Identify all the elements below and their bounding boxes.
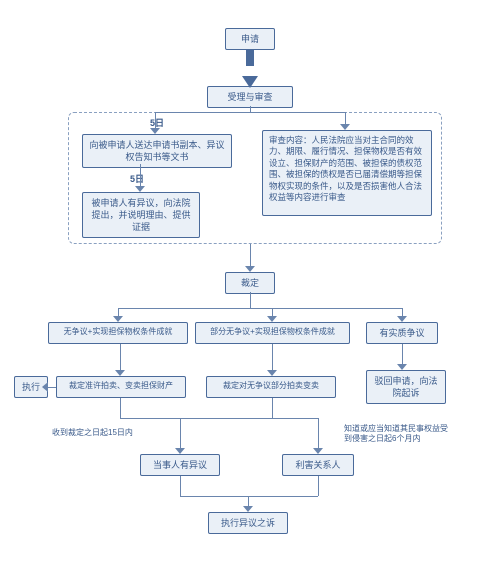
- node-objection: 被申请人有异议，向法院提出，并说明理由、提供证据: [82, 192, 200, 238]
- node-party: 当事人有异议: [140, 454, 220, 476]
- node-auction1: 裁定准许拍卖、变卖担保财产: [56, 376, 186, 398]
- node-interest: 利害关系人: [282, 454, 354, 476]
- node-branch1: 无争议+实现担保物权条件成就: [48, 322, 188, 344]
- node-reject: 驳回申请，向法院起诉: [366, 370, 446, 404]
- node-sendcopy: 向被申请人送达申请书副本、异议权告知书等文书: [82, 134, 232, 168]
- side-note-right-2: 到侵害之日起6个月内: [344, 434, 420, 444]
- node-branch3: 有实质争议: [366, 322, 438, 344]
- node-review: 审查内容：人民法院应当对主合同的效力、期限、履行情况、担保物权是否有效设立、担保…: [262, 130, 432, 216]
- big-arrow-1: [242, 76, 258, 88]
- node-lawsuit: 执行异议之诉: [208, 512, 288, 534]
- node-accept: 受理与审查: [207, 86, 293, 108]
- node-ruling: 裁定: [225, 272, 275, 294]
- side-note-left: 收到裁定之日起15日内: [52, 428, 133, 438]
- time-label-2: 5日: [130, 172, 144, 185]
- side-note-right-1: 知道或应当知道其民事权益受: [344, 424, 448, 434]
- node-auction2: 裁定对无争议部分拍卖变卖: [206, 376, 336, 398]
- node-apply: 申请: [225, 28, 275, 50]
- node-branch2: 部分无争议+实现担保物权条件成就: [195, 322, 350, 344]
